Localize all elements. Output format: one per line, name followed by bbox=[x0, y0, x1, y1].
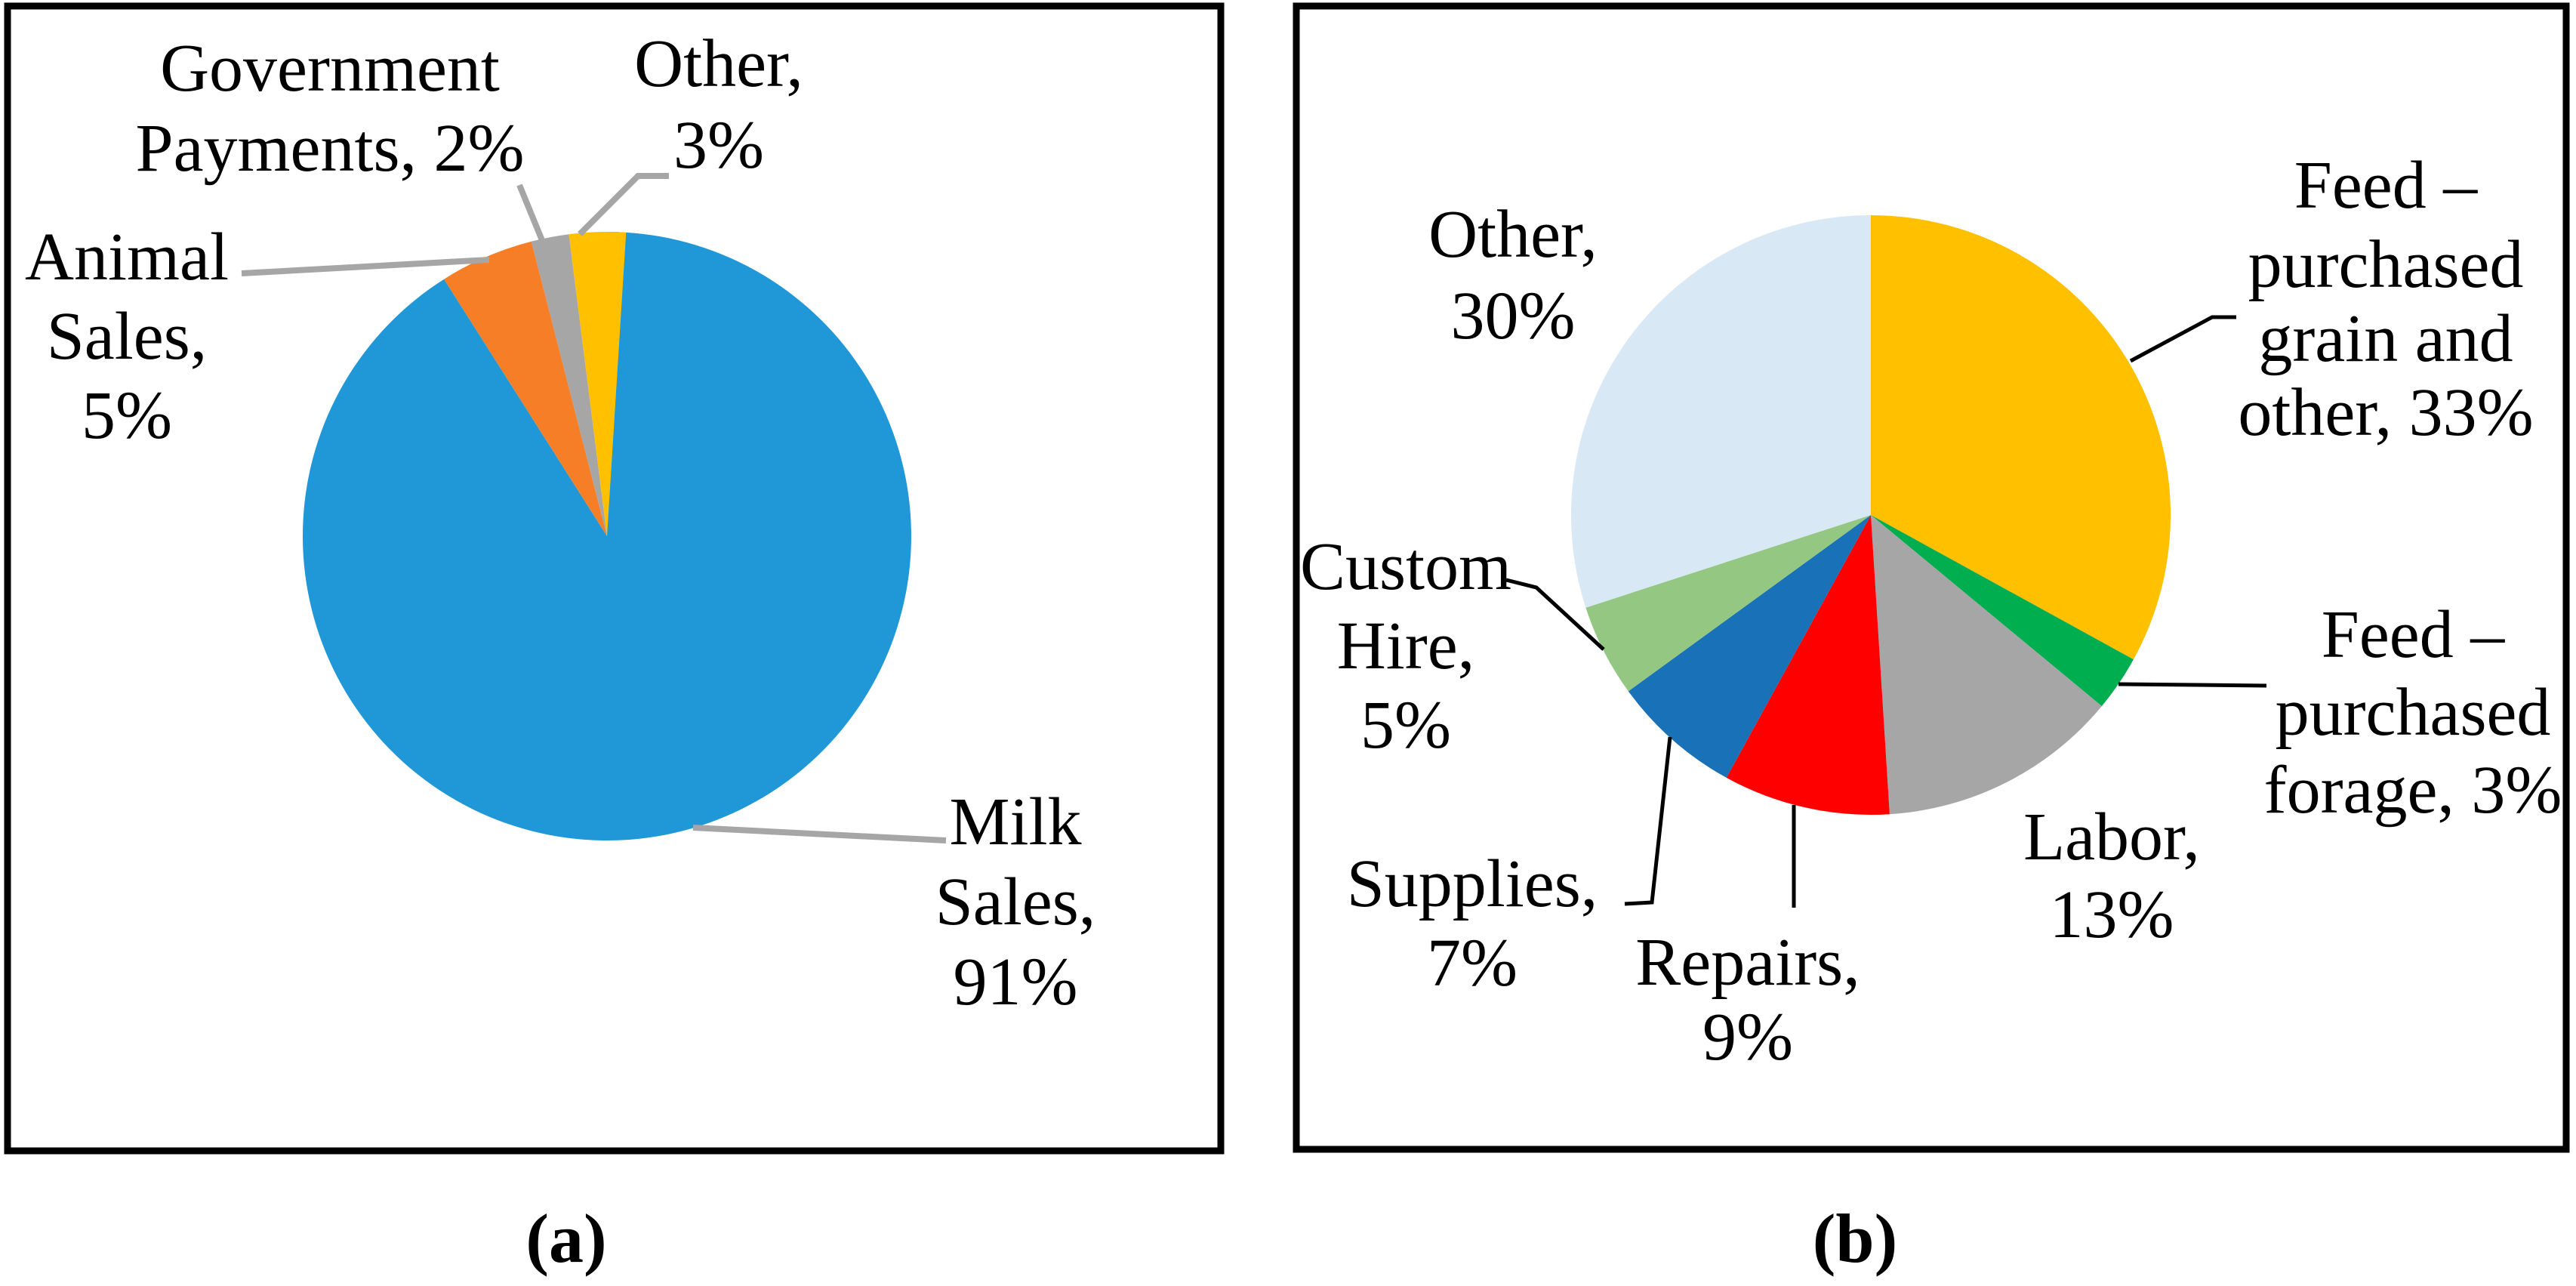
pie-chart-b: Feed – purchased grain and other, 33% Feed –… bbox=[1300, 148, 2562, 1075]
caption-a: (a) bbox=[525, 1200, 606, 1277]
leader-milk-sales bbox=[692, 825, 947, 843]
slice-milk-sales bbox=[302, 232, 911, 840]
label-supplies: Supplies, 7% bbox=[1347, 847, 1598, 1001]
label-custom-hire: Custom Hire, 5% bbox=[1300, 529, 1511, 763]
label-government-payments: Government Payments, 2% bbox=[136, 31, 525, 186]
leader-animal-sales bbox=[241, 257, 490, 276]
slice-other bbox=[1570, 215, 1871, 608]
leader-other bbox=[578, 173, 669, 236]
slice-feed-purchased-forage bbox=[1871, 515, 2134, 707]
slice-animal-sales bbox=[444, 241, 607, 536]
slice-labor bbox=[1871, 515, 2102, 815]
label-feed-purchased-grain-and-other: Feed – purchased grain and other, 33% bbox=[2238, 148, 2533, 450]
slice-repairs bbox=[1726, 515, 1890, 815]
label-feed-purchased-forage: Feed – purchased forage, 3% bbox=[2264, 597, 2562, 828]
pie-chart-a: Milk Sales, 91% Animal Sales, 5% Government Pay… bbox=[25, 26, 1095, 1019]
label-labor: Labor, 13% bbox=[2023, 800, 2200, 952]
slice-government-payments bbox=[531, 234, 607, 536]
slice-feed-purchased-grain-and-other bbox=[1871, 215, 2171, 660]
slice-supplies bbox=[1628, 515, 1871, 778]
leader-custom-hire bbox=[1505, 578, 1605, 651]
label-other: Other, 3% bbox=[634, 26, 803, 183]
leader-feed-purchased-forage bbox=[2118, 682, 2267, 688]
label-animal-sales: Animal Sales, 5% bbox=[25, 220, 229, 453]
leader-feed-purchased-grain-and-other bbox=[2129, 315, 2236, 363]
label-other: Other, 30% bbox=[1428, 197, 1598, 353]
slice-other bbox=[569, 232, 627, 536]
caption-b: (b) bbox=[1813, 1200, 1897, 1277]
leader-government-payments bbox=[516, 183, 548, 249]
slice-custom-hire bbox=[1585, 515, 1871, 692]
label-repairs: Repairs, 9% bbox=[1635, 925, 1860, 1075]
leader-supplies bbox=[1624, 736, 1672, 906]
label-milk-sales: Milk Sales, 91% bbox=[935, 785, 1095, 1019]
